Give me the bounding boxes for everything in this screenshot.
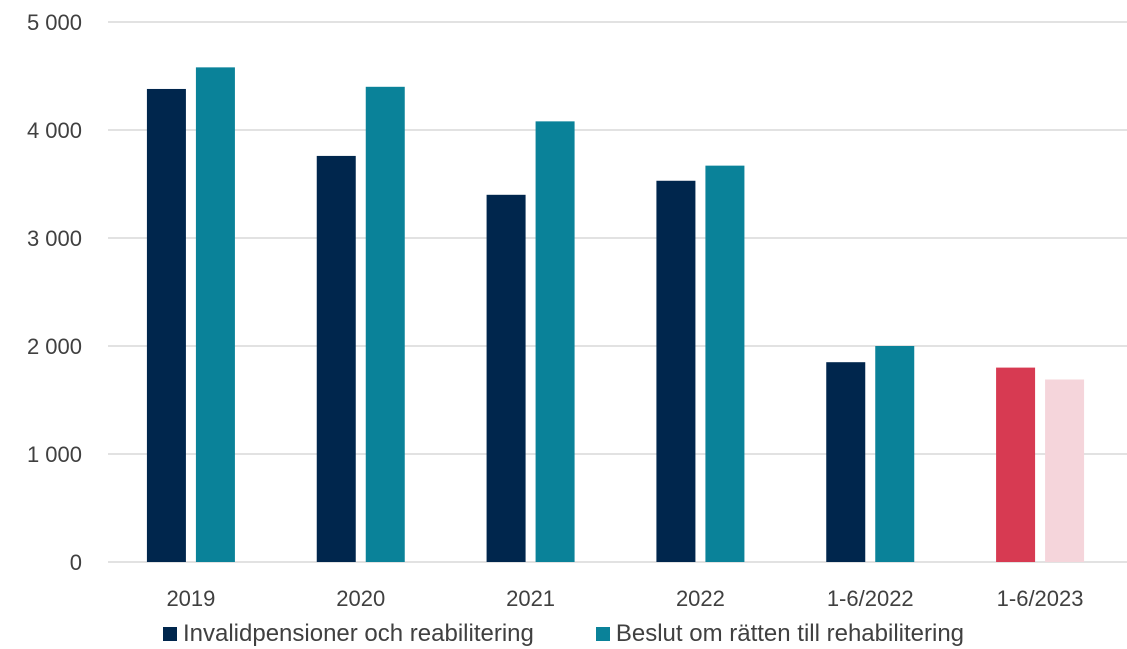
- legend: Invalidpensioner och reabilitering Beslu…: [0, 619, 1127, 649]
- bar-series-1: [146, 88, 186, 563]
- y-tick-label: 1 000: [27, 442, 82, 467]
- bars: [146, 67, 1085, 563]
- bar-series-2: [705, 165, 745, 562]
- bar-series-2: [875, 346, 915, 562]
- y-tick-label: 3 000: [27, 226, 82, 251]
- bar-series-1: [826, 362, 866, 562]
- x-tick-label: 1-6/2023: [997, 586, 1084, 611]
- bar-series-2: [535, 121, 575, 563]
- x-tick-label: 1-6/2022: [827, 586, 914, 611]
- x-tick-label: 2020: [336, 586, 385, 611]
- y-tick-label: 2 000: [27, 334, 82, 359]
- legend-swatch-series-2: [595, 627, 610, 641]
- bar-series-1: [316, 155, 356, 563]
- bar-series-2: [195, 67, 235, 563]
- x-tick-label: 2021: [506, 586, 555, 611]
- legend-label-series-1: Invalidpensioner och reabilitering: [182, 620, 534, 647]
- bar-series-1: [996, 367, 1036, 562]
- y-tick-label: 4 000: [27, 118, 82, 143]
- bar-series-1: [656, 180, 696, 562]
- y-tick-label: 5 000: [27, 10, 82, 35]
- legend-item-series-2: Beslut om rätten till rehabilitering: [595, 620, 965, 648]
- legend-swatch-series-1: [162, 627, 177, 641]
- legend-item-series-1: Invalidpensioner och reabilitering: [162, 620, 534, 648]
- y-axis-tick-labels: 0 1 000 2 000 3 000 4 000 5 000: [27, 10, 82, 575]
- x-tick-label: 2022: [676, 586, 725, 611]
- legend-label-series-2: Beslut om rätten till rehabilitering: [615, 620, 965, 647]
- bar-series-1: [486, 194, 526, 563]
- x-tick-label: 2019: [166, 586, 215, 611]
- bar-series-2: [1045, 379, 1085, 562]
- gridlines: [108, 21, 1127, 563]
- bar-series-2: [365, 86, 405, 563]
- y-tick-label: 0: [70, 550, 82, 575]
- x-axis-tick-labels: 2019 2020 2021 2022 1-6/2022 1-6/2023: [166, 586, 1083, 611]
